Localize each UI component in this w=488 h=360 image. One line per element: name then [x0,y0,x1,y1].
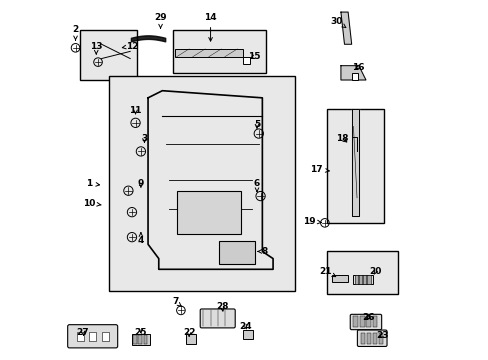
Bar [89,332,96,341]
Bar [138,336,142,344]
Bar [185,334,195,344]
Text: 1: 1 [86,179,100,188]
Bar [143,336,147,344]
Bar [353,275,372,284]
FancyBboxPatch shape [67,325,118,348]
Text: 11: 11 [129,106,142,115]
Bar [108,76,294,291]
Text: 4: 4 [138,233,144,245]
Text: 29: 29 [154,13,166,28]
FancyBboxPatch shape [357,330,386,346]
Bar [243,57,249,64]
Text: 6: 6 [253,179,260,192]
Text: 23: 23 [376,331,388,340]
Bar [363,275,366,284]
Text: 20: 20 [369,267,381,276]
Text: 3: 3 [141,134,147,143]
Bar [132,334,149,345]
Bar [102,332,108,341]
Text: 7: 7 [172,297,181,306]
Bar [378,333,383,344]
Bar [80,30,137,80]
Bar [366,316,370,327]
Bar [326,109,383,223]
Text: 18: 18 [336,134,348,143]
Bar [326,251,397,294]
Bar [353,316,357,327]
Bar [133,336,136,344]
Text: 16: 16 [351,63,364,72]
FancyBboxPatch shape [349,314,381,330]
FancyBboxPatch shape [200,309,235,328]
Text: 10: 10 [83,199,101,208]
Text: 13: 13 [90,41,102,54]
Polygon shape [340,66,365,80]
Bar [351,73,358,80]
Bar [354,275,357,284]
Bar [366,275,370,284]
Text: 5: 5 [253,120,260,129]
Text: 9: 9 [138,179,144,188]
Text: 17: 17 [310,165,328,174]
Text: 27: 27 [77,328,89,337]
Text: 2: 2 [72,26,79,40]
Bar [358,275,361,284]
Text: 30: 30 [330,17,345,28]
Bar [372,316,377,327]
Text: 26: 26 [362,313,374,322]
Bar [242,330,253,339]
Bar [331,275,347,282]
Bar [360,333,365,344]
Text: 28: 28 [216,302,228,311]
Text: 25: 25 [134,328,147,337]
Bar [176,191,241,234]
Bar [219,241,255,264]
Text: 8: 8 [258,247,267,256]
Text: 12: 12 [122,41,138,50]
Text: 22: 22 [183,328,195,337]
Bar [175,49,242,57]
Bar [372,333,377,344]
Text: 21: 21 [319,267,335,276]
Polygon shape [340,12,351,44]
Bar [366,333,370,344]
Bar [173,30,265,73]
Text: 24: 24 [239,322,251,331]
Bar [77,332,83,341]
Polygon shape [351,109,358,216]
Text: 14: 14 [204,13,217,41]
Bar [359,316,364,327]
Text: 15: 15 [247,52,260,61]
Text: 19: 19 [303,217,321,226]
